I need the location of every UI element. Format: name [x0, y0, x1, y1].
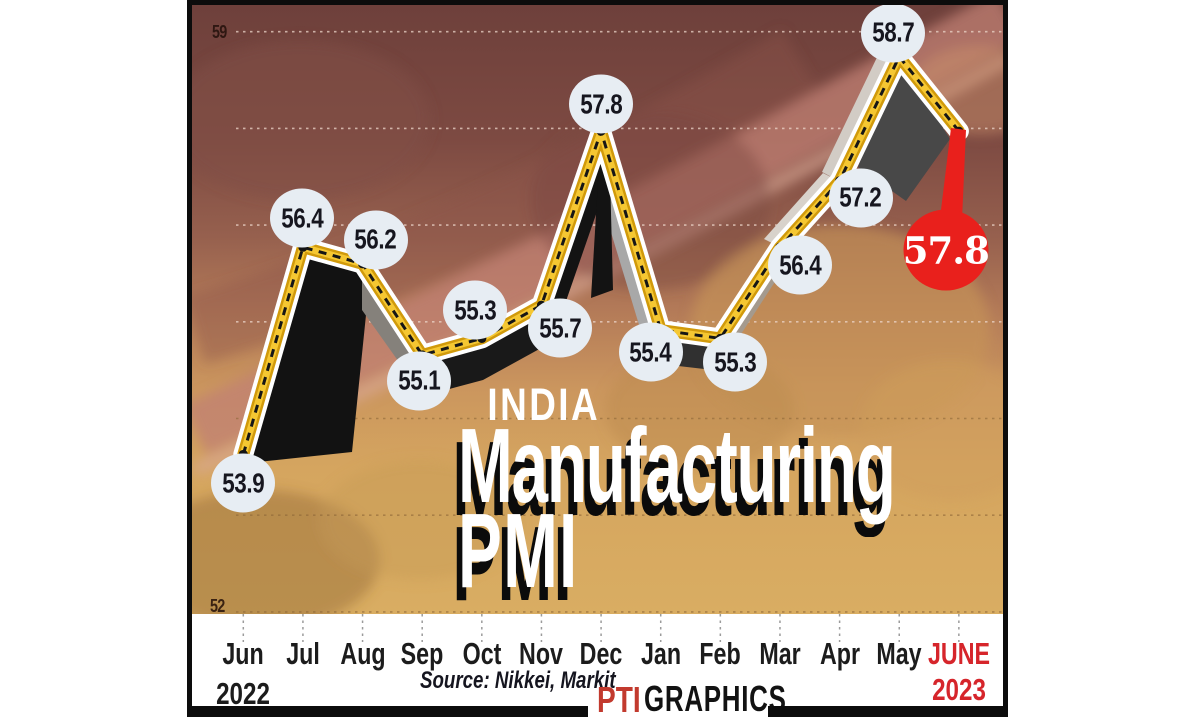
x-axis-label: May [876, 636, 922, 671]
x-axis-label: Aug [339, 636, 386, 671]
year-end-label: 2023 [931, 672, 986, 707]
value-bubble: 57.8 [569, 74, 634, 134]
value-bubble: 58.7 [861, 5, 926, 63]
value-bubble: 55.4 [618, 322, 683, 382]
value-label: 56.4 [778, 249, 821, 281]
x-axis-label: Apr [819, 636, 860, 671]
value-label: 57.8 [580, 88, 623, 120]
value-label: 55.4 [629, 336, 672, 368]
value-label: 56.2 [354, 223, 397, 255]
bottom-rule-left [192, 706, 588, 717]
value-label: 55.3 [714, 346, 757, 378]
x-axis-ticks [242, 614, 960, 642]
value-bubble: 55.7 [528, 298, 593, 358]
y-axis-max-label: 59 [212, 22, 227, 42]
value-bubble: 55.3 [442, 280, 507, 340]
page-title-line-1: Manufacturing [458, 407, 896, 525]
value-bubble: 55.1 [387, 351, 452, 411]
bottom-rule-right [768, 706, 1003, 717]
value-label: 57.8 [902, 228, 990, 273]
value-bubble: 53.9 [211, 453, 276, 513]
value-bubble: 56.2 [343, 210, 408, 270]
source-note: Source: Nikkei, Markit [420, 667, 616, 694]
y-axis-min-label: 52 [210, 596, 225, 616]
value-label: 53.9 [222, 467, 265, 499]
x-axis-label: Mar [759, 636, 801, 671]
value-bubble: 55.3 [703, 332, 768, 392]
value-label: 58.7 [872, 16, 915, 48]
value-label: 55.1 [398, 364, 441, 396]
x-axis-label: Dec [579, 636, 623, 671]
page-title-line-2: PMI [458, 492, 579, 610]
x-axis-label: Oct [462, 636, 502, 671]
x-axis-label: Jul [286, 636, 320, 671]
value-label: 55.7 [539, 312, 582, 344]
x-axis-label: Jun [222, 636, 264, 671]
value-label: 57.2 [839, 181, 882, 213]
graphics-label: GRAPHICS [644, 678, 787, 717]
highlight-pointer [940, 128, 966, 220]
value-bubble: 56.4 [767, 235, 832, 295]
x-axis-label: Jan [640, 636, 681, 671]
value-label: 55.3 [453, 294, 496, 326]
value-bubble: 57.2 [828, 168, 893, 228]
pti-logo: PTI [597, 679, 641, 717]
value-bubble: 56.4 [269, 188, 334, 248]
x-axis-label: Nov [519, 636, 564, 671]
x-axis-label: Sep [400, 636, 444, 671]
title-badge-label: INDIA [487, 378, 601, 430]
x-axis-label: Feb [699, 636, 741, 671]
highlight-bubble: 57.8 [902, 209, 990, 291]
value-label: 56.4 [280, 202, 323, 234]
title-badge: INDIA [462, 376, 626, 433]
year-start-label: 2022 [216, 676, 271, 711]
poster: 59 52 53.9 56.4 56.2 55.1 55.3 55.7 57.8 55.4 55… [187, 0, 1008, 717]
x-axis-label: JUNE [927, 636, 990, 671]
